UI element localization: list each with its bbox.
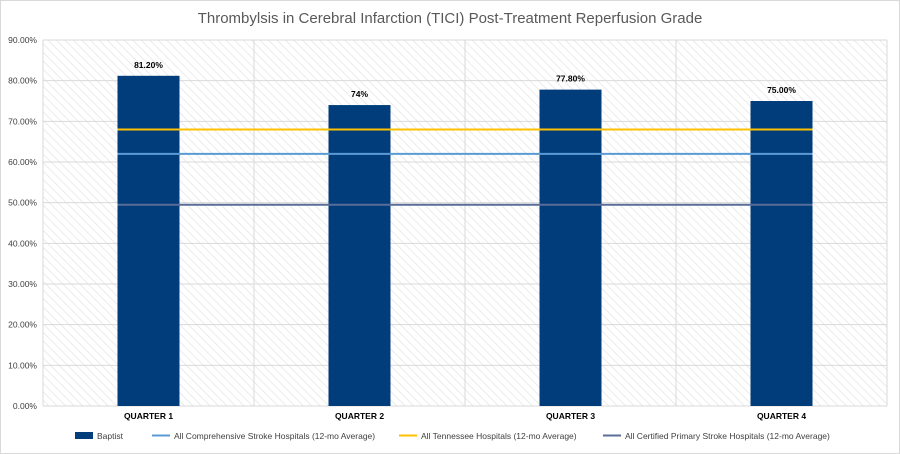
data-label-3: 77.80% (556, 74, 585, 84)
y-tick-label: 80.00% (8, 76, 37, 86)
y-tick-label: 50.00% (8, 198, 37, 208)
y-tick-label: 70.00% (8, 116, 37, 126)
y-tick-label: 0.00% (13, 401, 38, 411)
legend-label: Baptist (97, 431, 124, 441)
x-tick-label: QUARTER 1 (124, 411, 173, 421)
data-label-1: 81.20% (134, 60, 163, 70)
bar-2 (328, 105, 391, 407)
bar-1 (117, 75, 180, 406)
data-label-4: 75.00% (767, 85, 796, 95)
legend-label: All Comprehensive Stroke Hospitals (12-m… (174, 431, 375, 441)
x-tick-label: QUARTER 2 (335, 411, 384, 421)
y-tick-label: 90.00% (8, 35, 37, 45)
legend-label: All Tennessee Hospitals (12-mo Average) (421, 431, 577, 441)
y-tick-label: 10.00% (8, 360, 37, 370)
y-tick-label: 40.00% (8, 238, 37, 248)
bar-4 (750, 101, 813, 406)
chart-title: Thrombylsis in Cerebral Infarction (TICI… (198, 10, 703, 27)
data-label-2: 74% (351, 89, 368, 99)
y-tick-label: 30.00% (8, 279, 37, 289)
legend-swatch-bar (75, 432, 93, 439)
y-tick-label: 20.00% (8, 320, 37, 330)
x-tick-label: QUARTER 4 (757, 411, 806, 421)
y-tick-label: 60.00% (8, 157, 37, 167)
x-tick-label: QUARTER 3 (546, 411, 595, 421)
bar-3 (539, 89, 602, 406)
legend-label: All Certified Primary Stroke Hospitals (… (625, 431, 830, 441)
